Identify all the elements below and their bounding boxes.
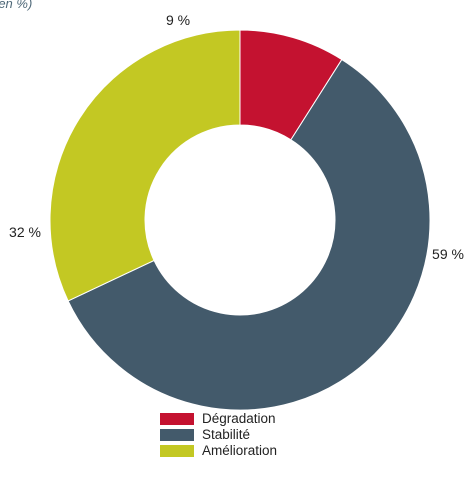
- chart-legend: Dégradation Stabilité Amélioration: [160, 411, 277, 459]
- legend-label-amelioration: Amélioration: [202, 443, 278, 458]
- donut-slice-amelioration: [49, 29, 241, 302]
- legend-swatch-degradation: [160, 413, 194, 425]
- value-label-stabilite: 59 %: [432, 246, 464, 262]
- legend-swatch-amelioration: [160, 445, 194, 457]
- legend-swatch-stabilite: [160, 429, 194, 441]
- value-label-degradation: 9 %: [166, 12, 190, 28]
- legend-item-stabilite: Stabilité: [160, 427, 277, 443]
- legend-label-stabilite: Stabilité: [202, 427, 251, 442]
- value-label-amelioration: 32 %: [9, 224, 41, 240]
- chart-subtitle: (en %): [0, 0, 33, 11]
- legend-item-degradation: Dégradation: [160, 411, 277, 427]
- legend-label-degradation: Dégradation: [202, 411, 276, 426]
- donut-slice-stabilite: [67, 58, 431, 410]
- legend-item-amelioration: Amélioration: [160, 443, 277, 459]
- donut-chart: 9 % 59 % 32 %: [9, 12, 464, 410]
